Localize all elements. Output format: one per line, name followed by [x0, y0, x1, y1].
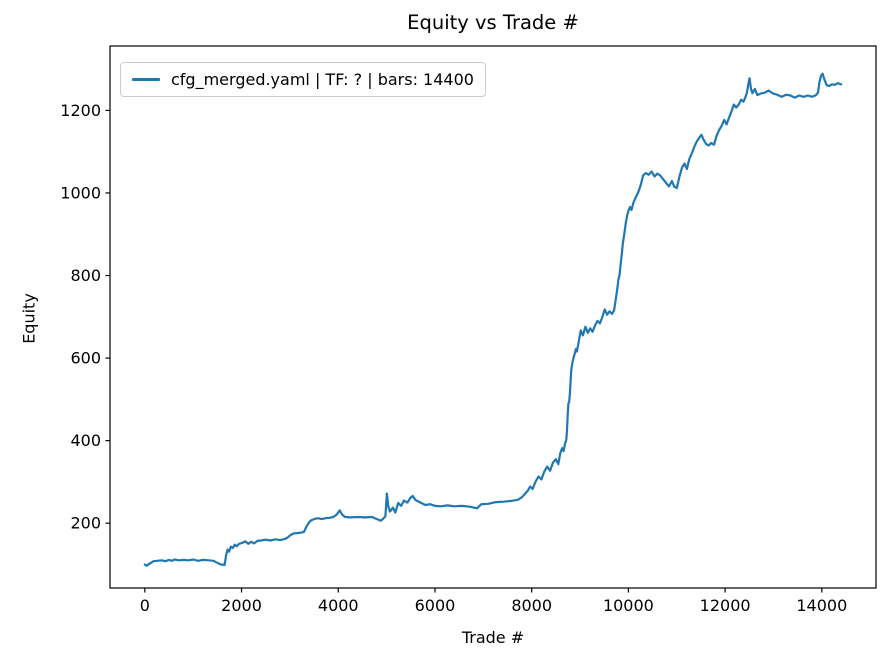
- x-tick-label: 14000: [796, 596, 847, 615]
- y-tick-label: 200: [70, 514, 101, 533]
- x-tick-label: 12000: [700, 596, 751, 615]
- y-axis-label: Equity: [19, 293, 39, 344]
- x-tick-label: 8000: [511, 596, 552, 615]
- plot-frame: [109, 45, 877, 589]
- x-axis-label: Trade #: [461, 628, 525, 647]
- legend-label: cfg_merged.yaml | TF: ? | bars: 14400: [171, 70, 474, 89]
- chart-title: Equity vs Trade #: [407, 11, 579, 34]
- legend: cfg_merged.yaml | TF: ? | bars: 14400: [120, 62, 486, 97]
- x-tick-label: 2000: [221, 596, 262, 615]
- x-tick-label: 0: [140, 596, 150, 615]
- x-tick-label: 6000: [415, 596, 456, 615]
- legend-line-sample: [132, 78, 160, 81]
- equity-line: [143, 72, 843, 567]
- y-tick-label: 1000: [60, 183, 101, 202]
- y-tick-label: 1200: [60, 101, 101, 120]
- x-tick-label: 4000: [318, 596, 359, 615]
- x-tick-label: 10000: [603, 596, 654, 615]
- y-tick-label: 600: [70, 349, 101, 368]
- y-tick-label: 400: [70, 431, 101, 450]
- y-tick-label: 800: [70, 266, 101, 285]
